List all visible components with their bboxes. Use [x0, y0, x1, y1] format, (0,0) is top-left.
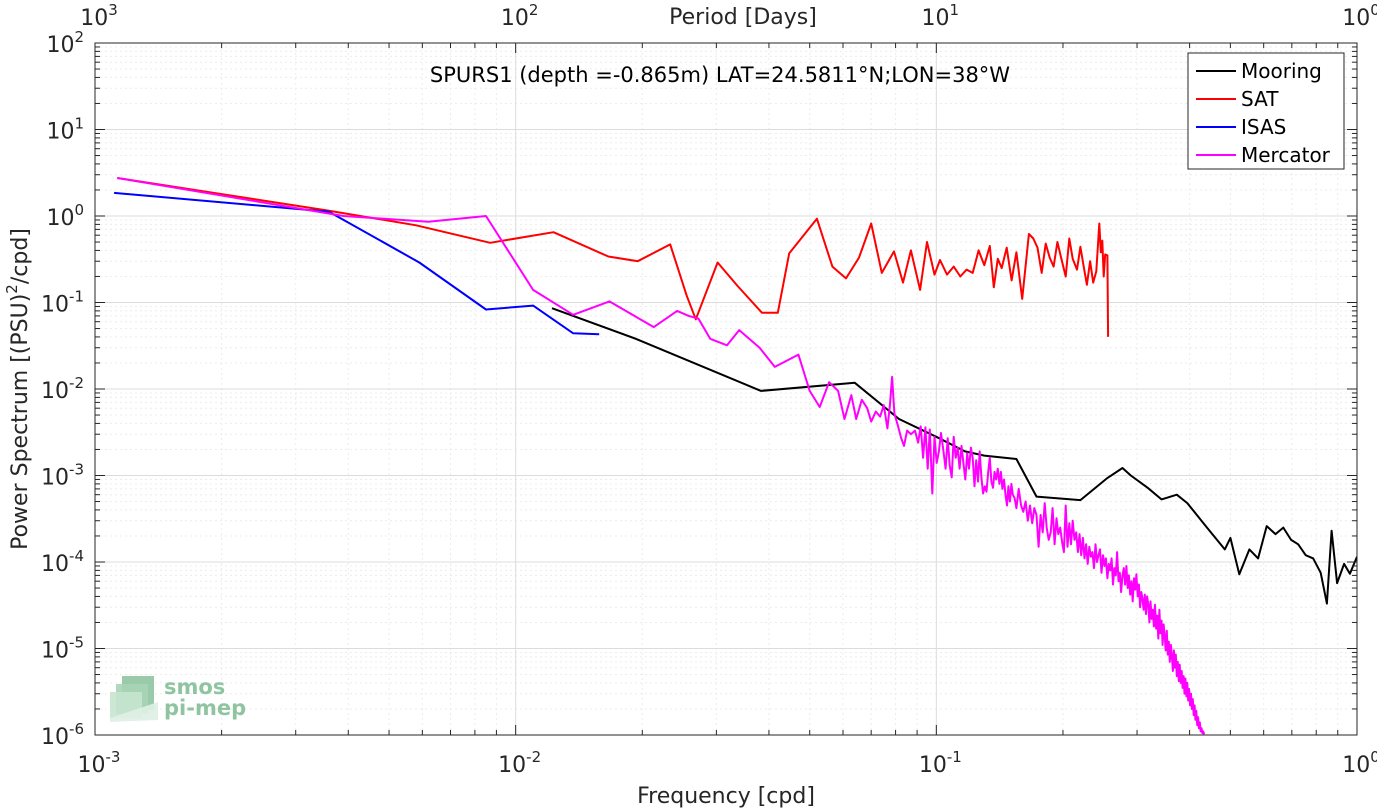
y-tick-label-exponent: -6	[69, 720, 84, 738]
legend-label-mercator: Mercator	[1241, 143, 1331, 167]
y-tick-label: 100	[46, 201, 84, 231]
x-tick-label-exponent: -3	[106, 748, 121, 766]
x-tick-label: 10-2	[498, 748, 541, 778]
legend-box	[1187, 52, 1345, 170]
logo-mark	[110, 676, 158, 722]
y-tick-label-exponent: 1	[74, 115, 84, 133]
y-tick-label: 10-5	[41, 634, 84, 664]
legend: Mooring SAT ISAS Mercator	[1187, 52, 1345, 170]
y-tick-label-base: 10	[41, 293, 69, 318]
x-tick-label-exponent: -1	[947, 748, 962, 766]
y-tick-label-exponent: -3	[69, 461, 84, 479]
tick-marks	[94, 42, 1358, 736]
top-tick-label-exponent: 0	[1370, 1, 1377, 19]
y-tick-label-exponent: -4	[69, 547, 84, 565]
logo-line2: pi-mep	[164, 696, 246, 720]
y-tick-label-exponent: 0	[74, 201, 84, 219]
top-tick-label-exponent: 2	[529, 1, 539, 19]
x-tick-label-base: 10	[919, 753, 947, 778]
y-tick-label-base: 10	[41, 552, 69, 577]
y-tick-label-base: 10	[41, 639, 69, 664]
y-axis-label-main: Power Spectrum [(PSU)	[8, 294, 33, 550]
top-axis-label: Period [Days]	[669, 5, 817, 30]
x-tick-label-base: 10	[1342, 753, 1370, 778]
series-line-mercator	[117, 177, 1206, 735]
y-tick-label-base: 10	[46, 33, 74, 58]
y-tick-label-base: 10	[46, 206, 74, 231]
x-tick-label: 10-1	[919, 748, 962, 778]
y-tick-label: 102	[46, 28, 84, 58]
series-line-isas	[114, 191, 600, 336]
series-line-sat	[117, 177, 1110, 337]
y-tick-label: 101	[46, 115, 84, 145]
y-tick-label-exponent: 2	[74, 28, 84, 46]
top-tick-label-base: 10	[80, 6, 108, 31]
series-layer	[114, 177, 1357, 735]
top-tick-label: 103	[80, 1, 118, 31]
x-tick-label-base: 10	[78, 753, 106, 778]
top-tick-label-exponent: 3	[108, 1, 118, 19]
x-tick-label-exponent: 0	[1370, 748, 1377, 766]
top-tick-label-base: 10	[501, 6, 529, 31]
x-tick-label-base: 10	[498, 753, 526, 778]
y-axis-label-suffix: /cpd]	[8, 228, 33, 284]
legend-label-mooring: Mooring	[1241, 59, 1322, 83]
y-tick-label: 10-3	[41, 461, 84, 491]
y-tick-label: 10-1	[41, 288, 84, 318]
x-tick-label: 100	[1342, 748, 1377, 778]
logo-line1: smos	[164, 675, 225, 699]
top-tick-label: 100	[1342, 1, 1377, 31]
y-tick-label: 10-4	[41, 547, 84, 577]
y-tick-label: 10-2	[41, 374, 84, 404]
y-tick-label-base: 10	[41, 466, 69, 491]
y-tick-label-base: 10	[41, 379, 69, 404]
y-tick-label-exponent: -5	[69, 634, 84, 652]
legend-label-sat: SAT	[1241, 87, 1279, 111]
top-tick-label-exponent: 1	[950, 1, 960, 19]
legend-label-isas: ISAS	[1241, 115, 1286, 139]
smos-pi-mep-logo: smos pi-mep	[110, 675, 246, 722]
series-line-mooring	[551, 307, 1357, 605]
x-tick-label: 10-3	[78, 748, 121, 778]
top-tick-label: 102	[501, 1, 539, 31]
chart-title: SPURS1 (depth =-0.865m) LAT=24.5811°N;LO…	[430, 63, 1010, 87]
y-tick-label-base: 10	[46, 120, 74, 145]
top-tick-label: 101	[922, 1, 960, 31]
y-tick-label: 10-6	[41, 720, 84, 750]
top-tick-label-base: 10	[922, 6, 950, 31]
y-axis-label-sup: 2	[3, 284, 21, 294]
top-tick-label-base: 10	[1342, 6, 1370, 31]
y-tick-label-exponent: -1	[69, 288, 84, 306]
y-axis-label: Power Spectrum [(PSU)2/cpd]	[3, 228, 33, 550]
y-tick-label-exponent: -2	[69, 374, 84, 392]
y-tick-label-base: 10	[41, 725, 69, 750]
x-axis-label: Frequency [cpd]	[637, 784, 815, 809]
x-tick-label-exponent: -2	[526, 748, 541, 766]
